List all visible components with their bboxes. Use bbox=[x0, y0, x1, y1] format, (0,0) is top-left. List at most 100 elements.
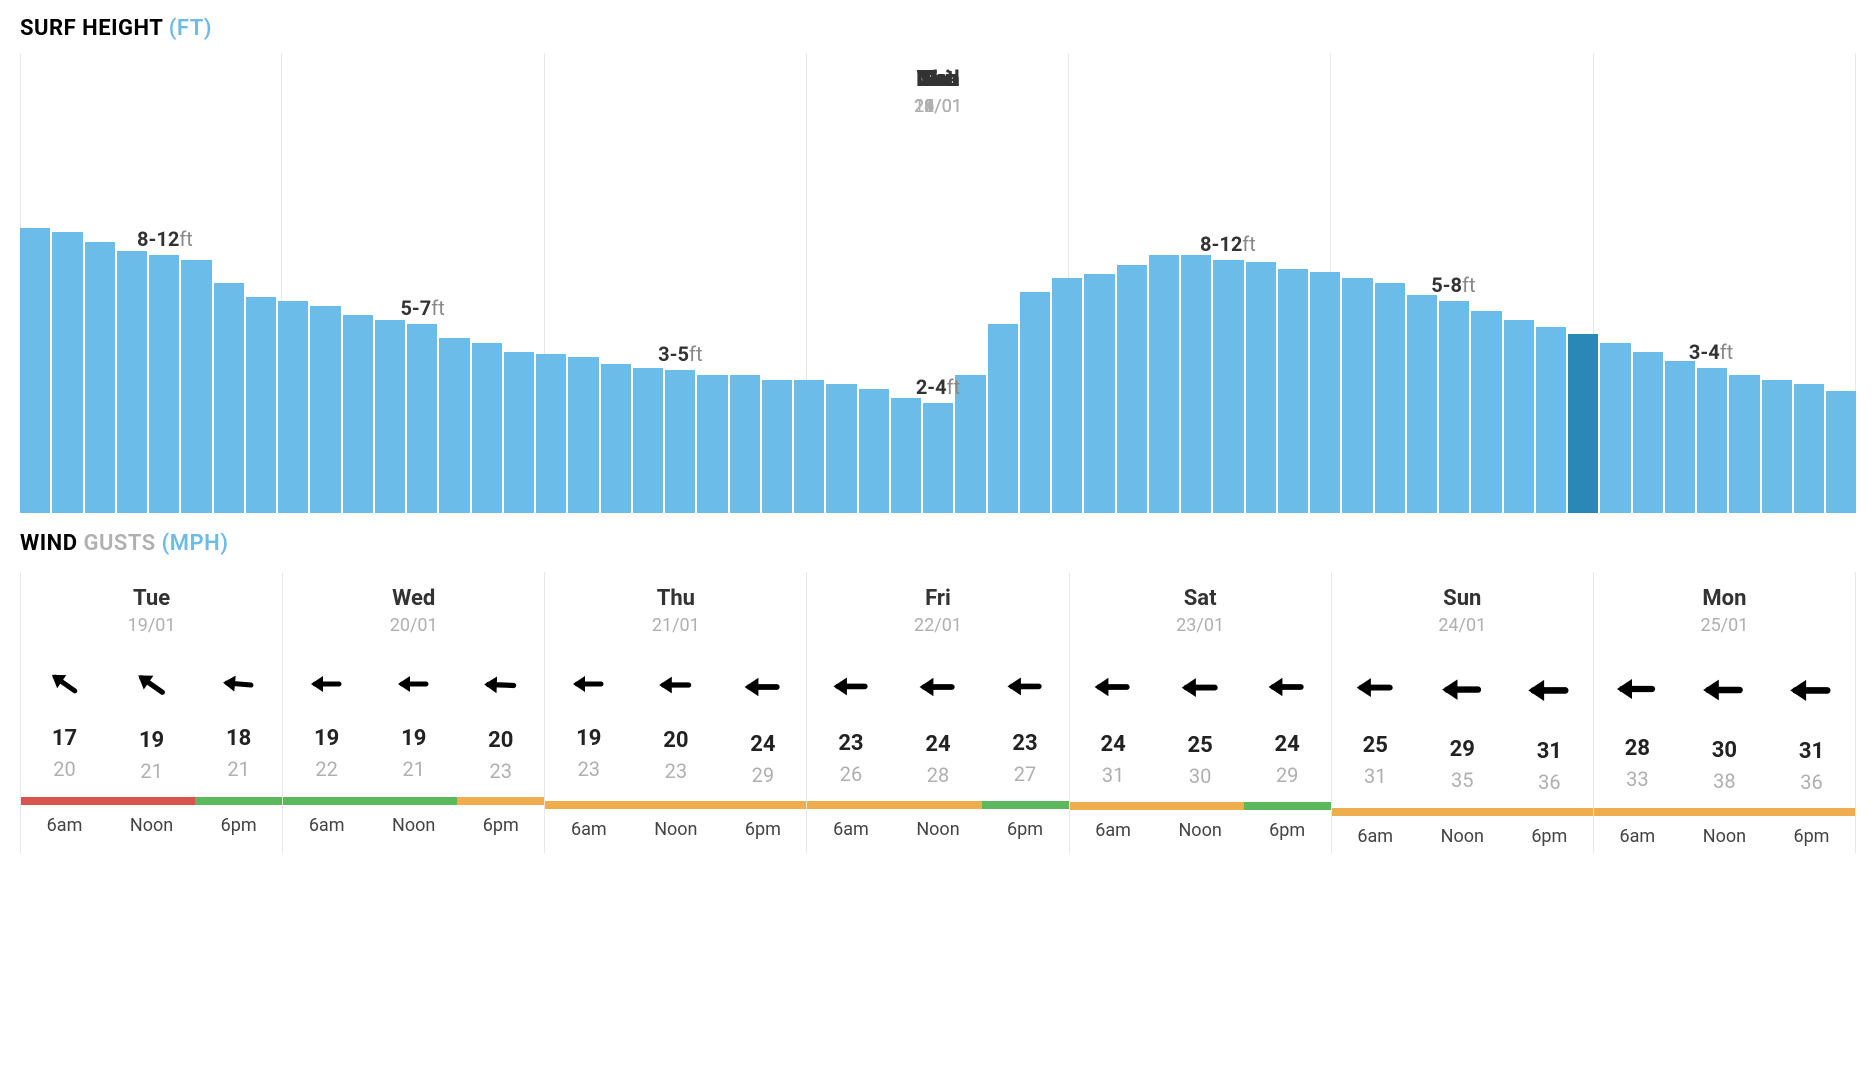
wind-slot[interactable]: 18 21 bbox=[195, 664, 282, 783]
surf-bar[interactable] bbox=[568, 357, 598, 513]
surf-bar[interactable] bbox=[1729, 375, 1759, 513]
surf-bar[interactable] bbox=[1213, 260, 1243, 513]
day-date: 22/01 bbox=[807, 615, 1068, 636]
surf-bar[interactable] bbox=[439, 338, 469, 513]
wind-speed: 19 bbox=[370, 726, 457, 751]
surf-bar[interactable] bbox=[1342, 278, 1372, 513]
surf-bar[interactable] bbox=[310, 306, 340, 513]
wind-slot[interactable]: 19 22 bbox=[283, 664, 370, 783]
surf-bar[interactable] bbox=[1536, 327, 1566, 513]
surf-bar[interactable] bbox=[1568, 334, 1598, 513]
surf-bar[interactable] bbox=[1149, 255, 1179, 513]
surf-bar[interactable] bbox=[1181, 255, 1211, 513]
surf-bar[interactable] bbox=[85, 242, 115, 513]
wind-slot[interactable]: 19 23 bbox=[545, 664, 632, 787]
wind-slot[interactable]: 25 30 bbox=[1157, 664, 1244, 788]
surf-bar[interactable] bbox=[1794, 384, 1824, 513]
wind-slot[interactable]: 24 29 bbox=[719, 664, 806, 787]
wind-slot[interactable]: 24 31 bbox=[1070, 664, 1157, 788]
wind-speed: 25 bbox=[1332, 733, 1419, 758]
day-name: Sun bbox=[1332, 586, 1593, 611]
wind-slot[interactable]: 20 23 bbox=[632, 664, 719, 787]
surf-bar[interactable] bbox=[1439, 301, 1469, 513]
surf-bar[interactable] bbox=[859, 389, 889, 513]
surf-bar[interactable] bbox=[1633, 352, 1663, 513]
wind-quality-segment bbox=[1768, 808, 1855, 816]
surf-bar[interactable] bbox=[278, 301, 308, 513]
wind-speed: 29 bbox=[1419, 737, 1506, 762]
surf-bar[interactable] bbox=[1020, 292, 1050, 513]
surf-bar[interactable] bbox=[1600, 343, 1630, 513]
surf-bar[interactable] bbox=[375, 320, 405, 513]
surf-bar[interactable] bbox=[20, 228, 50, 513]
surf-bar[interactable] bbox=[504, 352, 534, 513]
surf-bar[interactable] bbox=[1375, 283, 1405, 513]
wind-time-label: Noon bbox=[632, 819, 719, 840]
surf-bar[interactable] bbox=[181, 260, 211, 513]
surf-bar[interactable] bbox=[891, 398, 921, 513]
wind-slot[interactable]: 31 36 bbox=[1506, 664, 1593, 794]
wind-slot[interactable]: 24 28 bbox=[894, 664, 981, 787]
surf-bar[interactable] bbox=[472, 343, 502, 513]
surf-bar[interactable] bbox=[730, 375, 760, 513]
surf-bar[interactable] bbox=[407, 324, 437, 513]
surf-bar[interactable] bbox=[794, 380, 824, 513]
surf-bar[interactable] bbox=[601, 364, 631, 514]
day-name: Tue bbox=[21, 586, 282, 611]
wind-slot[interactable]: 25 31 bbox=[1332, 664, 1419, 794]
surf-bar[interactable] bbox=[343, 315, 373, 513]
wind-gust: 26 bbox=[807, 762, 894, 786]
wind-slot[interactable]: 24 29 bbox=[1244, 664, 1331, 788]
surf-bar[interactable] bbox=[665, 370, 695, 513]
surf-bar[interactable] bbox=[117, 251, 147, 513]
wind-quality-segment bbox=[1506, 808, 1593, 816]
wind-slot[interactable]: 19 21 bbox=[108, 664, 195, 783]
surf-bar[interactable] bbox=[1310, 272, 1340, 514]
surf-bar[interactable] bbox=[1052, 278, 1082, 513]
wind-slot[interactable]: 30 38 bbox=[1681, 664, 1768, 794]
surf-bar[interactable] bbox=[1762, 380, 1792, 513]
surf-bar[interactable] bbox=[1407, 295, 1437, 514]
surf-bar[interactable] bbox=[1665, 361, 1695, 513]
wind-arrow-icon bbox=[829, 664, 874, 709]
surf-bar[interactable] bbox=[762, 380, 792, 513]
wind-slot[interactable]: 23 26 bbox=[807, 664, 894, 787]
surf-bar[interactable] bbox=[1246, 262, 1276, 513]
surf-bar[interactable] bbox=[826, 384, 856, 513]
surf-bar[interactable] bbox=[633, 368, 663, 513]
surf-bar[interactable] bbox=[1084, 274, 1114, 513]
wind-slot[interactable]: 28 33 bbox=[1594, 664, 1681, 794]
wind-speed: 18 bbox=[195, 726, 282, 751]
wind-slot[interactable]: 19 21 bbox=[370, 664, 457, 783]
surf-bar[interactable] bbox=[52, 232, 82, 513]
surf-bar[interactable] bbox=[1278, 269, 1308, 513]
wind-quality-segment bbox=[719, 801, 806, 809]
wind-slot[interactable]: 17 20 bbox=[21, 664, 108, 783]
wind-arrow-icon bbox=[1177, 664, 1224, 711]
wind-slot[interactable]: 29 35 bbox=[1419, 664, 1506, 794]
wind-quality-segment bbox=[21, 797, 108, 805]
wind-slot[interactable]: 23 27 bbox=[982, 664, 1069, 787]
surf-bar[interactable] bbox=[1471, 311, 1501, 513]
wind-quality-segment bbox=[1157, 802, 1244, 810]
surf-bar[interactable] bbox=[1117, 265, 1147, 513]
wind-arrow-icon bbox=[1090, 664, 1136, 710]
wind-day-column: Sat 23/01 24 31 25 30 24 296amNoon6pm bbox=[1070, 572, 1332, 853]
wind-time-label: Noon bbox=[1419, 826, 1506, 847]
surf-bar[interactable] bbox=[536, 354, 566, 513]
wind-slot[interactable]: 20 23 bbox=[457, 664, 544, 783]
surf-bar[interactable] bbox=[149, 255, 179, 513]
surf-bar[interactable] bbox=[246, 297, 276, 513]
wind-slot[interactable]: 31 36 bbox=[1768, 664, 1855, 794]
surf-bar[interactable] bbox=[1697, 368, 1727, 513]
surf-bar[interactable] bbox=[988, 324, 1018, 513]
surf-bar[interactable] bbox=[214, 283, 244, 513]
surf-bar[interactable] bbox=[697, 375, 727, 513]
wind-gust: 23 bbox=[545, 757, 632, 781]
surf-bar[interactable] bbox=[1504, 320, 1534, 513]
surf-bar[interactable] bbox=[923, 403, 953, 513]
surf-range-label: 3-4ft bbox=[1689, 340, 1733, 364]
surf-bar[interactable] bbox=[1826, 391, 1856, 513]
wind-day-column: Fri 22/01 23 26 24 28 23 276amNoon6pm bbox=[807, 572, 1069, 853]
day-date: 21/01 bbox=[545, 615, 806, 636]
